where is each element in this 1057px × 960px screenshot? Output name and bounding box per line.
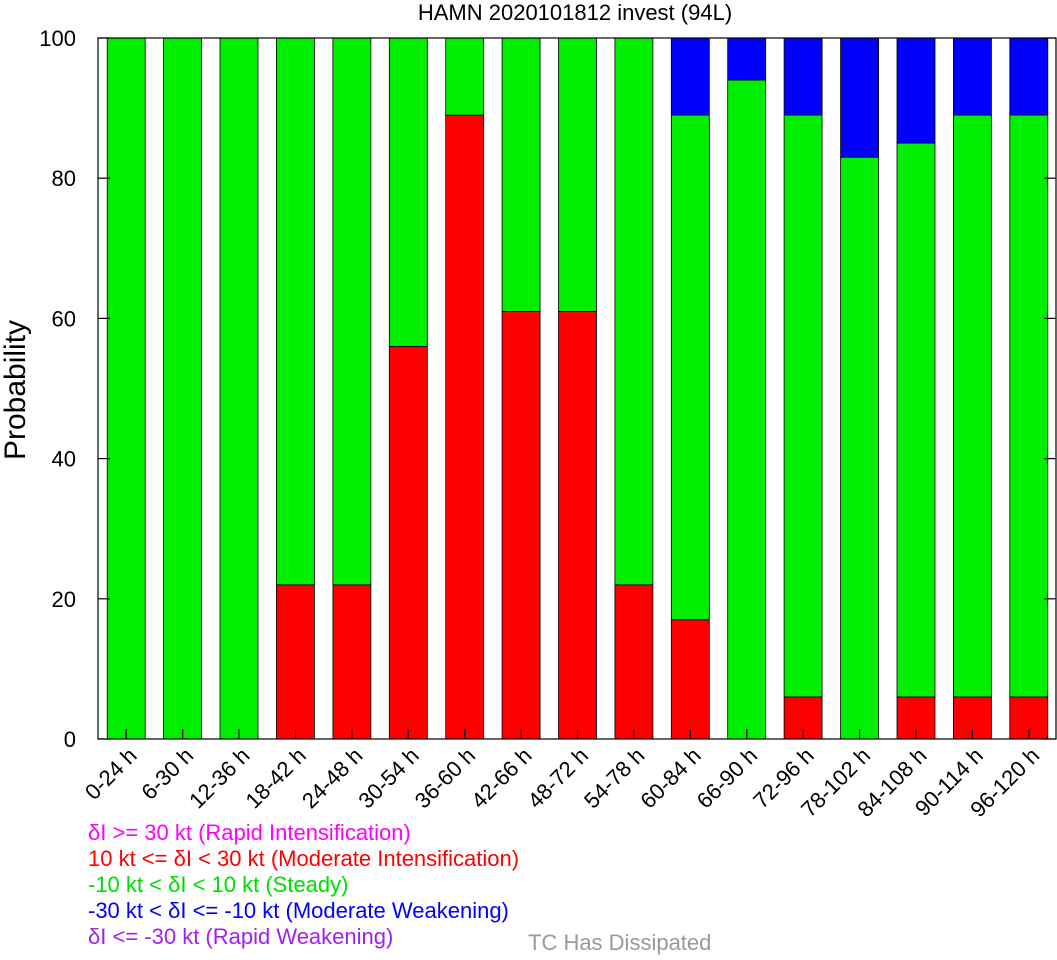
x-tick-label-3: 18-42 h xyxy=(240,743,310,813)
bar-segment-steady-8 xyxy=(558,37,597,312)
bar-segment-steady-13 xyxy=(840,156,879,740)
bar-segment-steady-0 xyxy=(106,37,146,740)
legend-item-moderate-weakening: -30 kt < δI <= -10 kt (Moderate Weakenin… xyxy=(88,898,509,923)
bar-segment-steady-10 xyxy=(670,114,710,621)
legend-item-steady: -10 kt < δI < 10 kt (Steady) xyxy=(88,872,349,897)
legend-item-rapid-intensification: δI >= 30 kt (Rapid Intensification) xyxy=(88,820,411,845)
bar-segment-moderate-weakening-16 xyxy=(1009,37,1049,116)
y-tick-label-0: 0 xyxy=(64,727,76,752)
bar-segment-steady-15 xyxy=(953,114,992,698)
axes-group xyxy=(97,37,1057,740)
bar-segment-moderate-intensification-5 xyxy=(388,345,428,740)
legend-item-moderate-intensification: 10 kt <= δI < 30 kt (Moderate Intensific… xyxy=(88,846,520,871)
bar-segment-steady-5 xyxy=(388,37,428,347)
bar-segment-moderate-weakening-15 xyxy=(953,37,992,116)
bar-segment-moderate-intensification-10 xyxy=(670,619,710,740)
y-tick-label-40: 40 xyxy=(52,447,76,472)
bar-segment-steady-2 xyxy=(219,37,259,740)
x-tick-label-5: 30-54 h xyxy=(353,743,423,813)
x-tick-label-2: 12-36 h xyxy=(184,743,254,813)
bar-segment-steady-12 xyxy=(783,114,823,698)
x-tick-label-4: 24-48 h xyxy=(297,743,367,813)
x-tick-label-10: 60-84 h xyxy=(635,743,705,813)
bar-segment-moderate-intensification-6 xyxy=(445,114,485,740)
chart-title: HAMN 2020101812 invest (94L) xyxy=(418,0,732,25)
legend-item-dissipated: TC Has Dissipated xyxy=(528,930,712,955)
bar-segment-steady-16 xyxy=(1009,114,1049,698)
legend: δI >= 30 kt (Rapid Intensification) 10 k… xyxy=(88,820,519,950)
y-tick-label-20: 20 xyxy=(52,587,76,612)
bar-segment-moderate-weakening-11 xyxy=(727,37,767,81)
bar-segment-moderate-intensification-3 xyxy=(275,584,315,740)
bar-segment-steady-3 xyxy=(275,37,315,586)
bar-segment-moderate-weakening-12 xyxy=(783,37,823,116)
bar-segment-moderate-intensification-4 xyxy=(332,584,372,740)
y-tick-label-100: 100 xyxy=(39,26,76,51)
y-tick-label-80: 80 xyxy=(52,166,76,191)
bar-segment-moderate-intensification-7 xyxy=(501,310,541,740)
x-tick-label-7: 42-66 h xyxy=(466,743,536,813)
bar-segment-steady-9 xyxy=(614,37,654,586)
stacked-bar-chart: HAMN 2020101812 invest (94L) Probability… xyxy=(0,0,1057,820)
bar-segment-moderate-weakening-13 xyxy=(840,37,879,158)
bar-segment-steady-4 xyxy=(332,37,372,586)
bar-segment-moderate-weakening-14 xyxy=(896,37,936,144)
bar-segment-steady-14 xyxy=(896,142,936,698)
bars-group xyxy=(106,37,1049,740)
bar-segment-steady-6 xyxy=(445,37,485,116)
x-tick-label-8: 48-72 h xyxy=(523,743,593,813)
y-tick-label-60: 60 xyxy=(52,306,76,331)
legend-item-rapid-weakening: δI <= -30 kt (Rapid Weakening) xyxy=(88,924,394,949)
bar-segment-steady-11 xyxy=(727,79,767,740)
x-tick-label-6: 36-60 h xyxy=(410,743,480,813)
bar-segment-steady-1 xyxy=(163,37,203,740)
bar-segment-moderate-intensification-9 xyxy=(614,584,654,740)
bar-segment-moderate-weakening-10 xyxy=(670,37,710,116)
bar-segment-moderate-intensification-8 xyxy=(558,310,597,740)
y-axis-label: Probability xyxy=(0,320,32,460)
x-tick-label-11: 66-90 h xyxy=(692,743,762,813)
bar-segment-steady-7 xyxy=(501,37,541,312)
x-tick-label-0: 0-24 h xyxy=(80,743,142,805)
x-tick-label-9: 54-78 h xyxy=(579,743,649,813)
